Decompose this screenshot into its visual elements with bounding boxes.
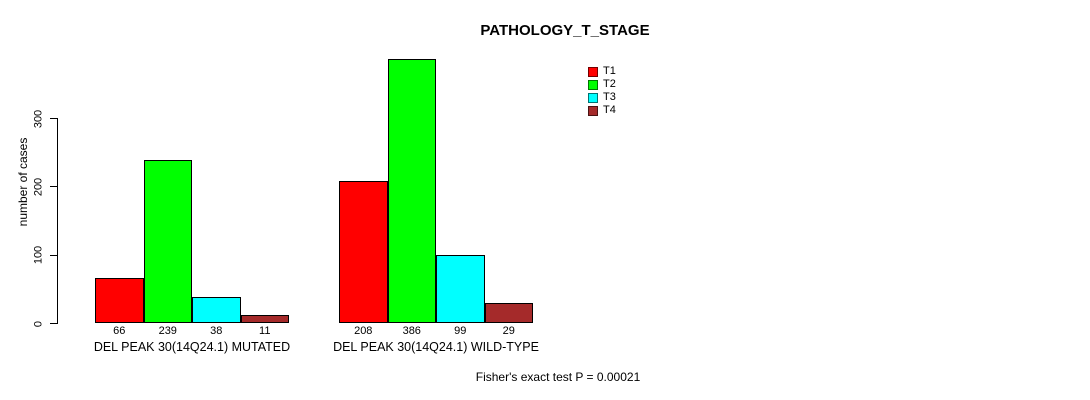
legend-swatch-t3 [588, 92, 598, 103]
y-tick-label: 200 [32, 177, 45, 197]
group-label: DEL PEAK 30(14Q24.1) MUTATED [93, 340, 291, 354]
bar-t1 [95, 277, 144, 323]
group-label: DEL PEAK 30(14Q24.1) WILD-TYPE [333, 340, 539, 354]
stat-annotation: Fisher's exact test P = 0.00021 [475, 370, 641, 384]
legend-label: T2 [603, 78, 616, 90]
bar-value-label: 11 [259, 325, 271, 337]
chart-title: PATHOLOGY_T_STAGE [480, 22, 650, 39]
bar-value-label: 38 [210, 325, 223, 337]
bar-value-label: 386 [402, 325, 421, 337]
bar-value-label: 239 [158, 325, 177, 337]
bar-value-label: 66 [113, 325, 126, 337]
bar-t4 [484, 303, 533, 323]
legend-label: T1 [603, 65, 616, 77]
y-tick-mark [50, 118, 57, 119]
y-tick-label: 300 [32, 109, 45, 128]
y-axis-line [57, 118, 59, 324]
bar-t3 [192, 297, 241, 323]
bar-t4 [240, 315, 289, 323]
legend-swatch-t4 [588, 105, 598, 116]
legend-swatch-t1 [588, 66, 598, 77]
bar-value-label: 29 [502, 325, 515, 337]
legend-item-t1: T1 [588, 65, 616, 78]
bar-t1 [339, 180, 388, 323]
y-axis-label: number of cases [16, 137, 30, 227]
bar-t2 [387, 59, 436, 323]
bar-t3 [436, 255, 485, 323]
y-tick-mark [50, 323, 57, 324]
y-tick-mark [50, 186, 57, 188]
legend-label: T3 [603, 91, 616, 103]
legend-label: T4 [603, 104, 616, 116]
bar-value-label: 99 [454, 325, 467, 337]
legend-item-t4: T4 [588, 104, 616, 117]
legend-swatch-t2 [588, 79, 598, 90]
legend-item-t3: T3 [588, 91, 616, 104]
y-tick-mark [50, 254, 57, 256]
y-tick-label: 100 [32, 245, 45, 265]
legend: T1 T2 T3 T4 [588, 65, 616, 117]
y-tick-label: 0 [32, 320, 45, 327]
bar-t2 [143, 159, 192, 323]
legend-item-t2: T2 [588, 78, 616, 91]
bar-value-label: 208 [354, 325, 373, 337]
